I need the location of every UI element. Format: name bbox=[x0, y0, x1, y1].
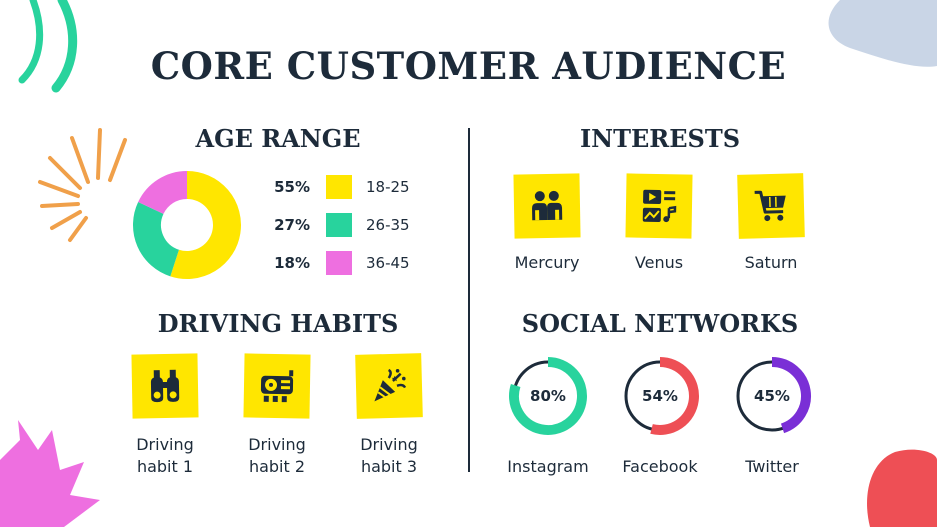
legend-swatch-yellow bbox=[326, 175, 352, 199]
media-icon bbox=[642, 189, 677, 223]
habit-label-2-line2: habit 2 bbox=[248, 457, 306, 476]
age-range-title: AGE RANGE bbox=[195, 124, 361, 153]
instagram-percent: 80% bbox=[530, 387, 566, 405]
habit-tile-2 bbox=[243, 353, 311, 419]
shopping-cart-icon bbox=[754, 190, 786, 222]
age-percent-3: 18% bbox=[274, 254, 310, 272]
pink-splash-decoration bbox=[0, 420, 100, 527]
facebook-label: Facebook bbox=[622, 457, 698, 476]
habit-label-2: Driving habit 2 bbox=[217, 434, 337, 478]
ring-progress-instagram bbox=[509, 357, 587, 435]
habit-label-3-line2: habit 3 bbox=[360, 457, 418, 476]
habit-label-1-line1: Driving bbox=[136, 435, 194, 454]
page-title: CORE CUSTOMER AUDIENCE bbox=[150, 44, 787, 88]
section-divider bbox=[468, 128, 470, 472]
habit-label-1: Driving habit 1 bbox=[105, 434, 225, 478]
interest-tile-1 bbox=[513, 173, 581, 239]
age-label-3: 36-45 bbox=[366, 254, 410, 272]
habit-label-3: Driving habit 3 bbox=[329, 434, 449, 478]
facebook-percent: 54% bbox=[642, 387, 678, 405]
ring-progress-facebook bbox=[650, 357, 699, 435]
interest-label-3: Saturn bbox=[744, 253, 798, 272]
driving-habits-title: DRIVING HABITS bbox=[157, 309, 399, 338]
facebook-progress-ring bbox=[624, 357, 699, 435]
habit-label-1-line2: habit 1 bbox=[136, 457, 194, 476]
party-popper-icon bbox=[374, 368, 407, 402]
car-dashboard-icon bbox=[260, 370, 294, 403]
habit-label-3-line1: Driving bbox=[360, 435, 418, 454]
age-donut-chart bbox=[133, 171, 241, 279]
red-blob-decoration bbox=[867, 449, 937, 527]
interest-tile-3 bbox=[737, 173, 805, 239]
twitter-percent: 45% bbox=[754, 387, 790, 405]
donut-slice-26-35 bbox=[133, 202, 180, 277]
ring-progress-twitter bbox=[771, 357, 811, 434]
social-networks-title: SOCIAL NETWORKS bbox=[521, 309, 799, 338]
age-percent-2: 27% bbox=[274, 216, 310, 234]
legend-swatch-pink bbox=[326, 251, 352, 275]
people-icon bbox=[532, 190, 563, 221]
legend-swatch-teal bbox=[326, 213, 352, 237]
interest-label-1: Mercury bbox=[514, 253, 580, 272]
donut-slice-18-25 bbox=[170, 171, 241, 279]
donut-slice-36-45 bbox=[138, 171, 188, 215]
green-squiggle-decoration bbox=[18, 0, 44, 84]
instagram-label: Instagram bbox=[507, 457, 589, 476]
habit-tile-1 bbox=[131, 353, 199, 419]
twitter-progress-ring bbox=[736, 357, 811, 434]
age-percent-1: 55% bbox=[274, 178, 310, 196]
habit-label-2-line1: Driving bbox=[248, 435, 306, 454]
binoculars-icon bbox=[150, 369, 180, 403]
green-squiggle-decoration-2 bbox=[51, 0, 78, 93]
sunburst-decoration bbox=[38, 128, 127, 242]
twitter-label: Twitter bbox=[745, 457, 799, 476]
instagram-progress-ring bbox=[509, 357, 587, 435]
age-label-2: 26-35 bbox=[366, 216, 410, 234]
blue-blob-decoration bbox=[828, 0, 937, 67]
interest-label-2: Venus bbox=[634, 253, 684, 272]
interests-title: INTERESTS bbox=[579, 124, 741, 153]
age-label-1: 18-25 bbox=[366, 178, 410, 196]
interest-tile-2 bbox=[625, 173, 693, 239]
habit-tile-3 bbox=[355, 353, 423, 419]
